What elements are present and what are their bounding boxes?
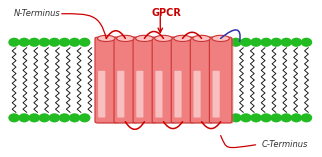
Ellipse shape (212, 35, 229, 41)
Ellipse shape (80, 38, 90, 46)
Ellipse shape (49, 114, 60, 122)
FancyBboxPatch shape (133, 37, 156, 123)
Ellipse shape (9, 38, 19, 46)
Ellipse shape (136, 35, 153, 41)
FancyBboxPatch shape (95, 37, 118, 123)
FancyBboxPatch shape (154, 38, 176, 124)
FancyBboxPatch shape (211, 38, 233, 124)
Ellipse shape (281, 38, 291, 46)
FancyBboxPatch shape (209, 37, 232, 123)
Ellipse shape (301, 114, 311, 122)
Ellipse shape (29, 38, 39, 46)
Ellipse shape (70, 38, 80, 46)
FancyBboxPatch shape (194, 71, 201, 118)
Ellipse shape (117, 35, 134, 41)
Ellipse shape (174, 35, 191, 41)
Ellipse shape (60, 114, 70, 122)
Text: N-Terminus: N-Terminus (14, 9, 61, 18)
FancyBboxPatch shape (190, 37, 213, 123)
FancyBboxPatch shape (97, 38, 119, 124)
FancyBboxPatch shape (136, 71, 143, 118)
FancyBboxPatch shape (173, 38, 195, 124)
FancyBboxPatch shape (116, 38, 138, 124)
FancyBboxPatch shape (135, 38, 157, 124)
Ellipse shape (241, 114, 251, 122)
Ellipse shape (9, 114, 19, 122)
Ellipse shape (241, 38, 251, 46)
Ellipse shape (39, 38, 49, 46)
FancyBboxPatch shape (152, 37, 175, 123)
Ellipse shape (291, 114, 301, 122)
Ellipse shape (70, 114, 80, 122)
Ellipse shape (49, 38, 60, 46)
Ellipse shape (98, 35, 115, 41)
FancyBboxPatch shape (98, 71, 105, 118)
Ellipse shape (193, 35, 210, 41)
FancyBboxPatch shape (155, 71, 163, 118)
Ellipse shape (155, 35, 172, 41)
FancyBboxPatch shape (117, 71, 124, 118)
Ellipse shape (271, 38, 281, 46)
FancyBboxPatch shape (213, 71, 220, 118)
Ellipse shape (19, 114, 29, 122)
Ellipse shape (271, 114, 281, 122)
Ellipse shape (60, 38, 70, 46)
Ellipse shape (231, 114, 241, 122)
Ellipse shape (19, 38, 29, 46)
FancyBboxPatch shape (114, 37, 137, 123)
FancyBboxPatch shape (171, 37, 194, 123)
Ellipse shape (261, 38, 271, 46)
Ellipse shape (291, 38, 301, 46)
Ellipse shape (251, 38, 261, 46)
Ellipse shape (301, 38, 311, 46)
FancyBboxPatch shape (175, 71, 182, 118)
Text: C-Terminus: C-Terminus (262, 140, 308, 149)
Ellipse shape (261, 114, 271, 122)
Ellipse shape (231, 38, 241, 46)
Ellipse shape (251, 114, 261, 122)
Ellipse shape (29, 114, 39, 122)
Text: GPCR: GPCR (152, 8, 182, 18)
Ellipse shape (80, 114, 90, 122)
Ellipse shape (281, 114, 291, 122)
FancyBboxPatch shape (192, 38, 214, 124)
Ellipse shape (39, 114, 49, 122)
